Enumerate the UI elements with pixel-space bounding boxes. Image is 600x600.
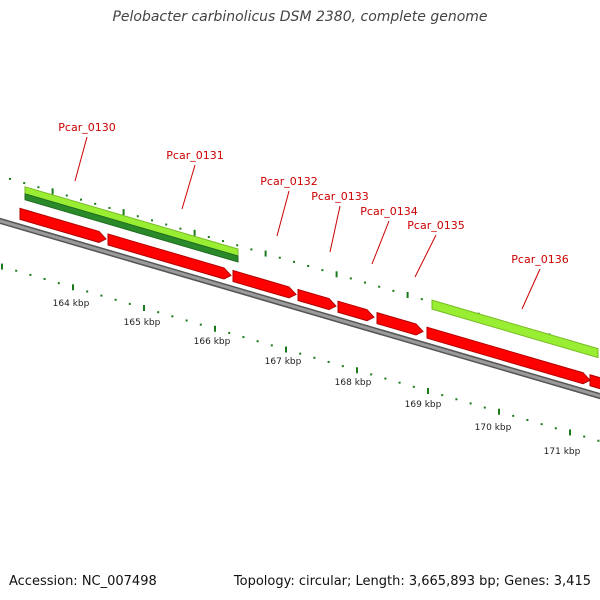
cds-arrow bbox=[589, 374, 600, 390]
gene-leader-line bbox=[276, 190, 290, 237]
gene-label: Pcar_0132 bbox=[260, 175, 317, 188]
cds-arrow bbox=[376, 311, 424, 336]
gene-leader-line bbox=[74, 136, 88, 182]
gene-feature-bar bbox=[431, 299, 599, 359]
scale-label: 171 kbp bbox=[544, 447, 581, 457]
gene-leader-line bbox=[521, 268, 541, 310]
map-title: Pelobacter carbinolicus DSM 2380, comple… bbox=[112, 9, 488, 25]
gene-label: Pcar_0130 bbox=[58, 121, 115, 134]
gene-leader-line bbox=[371, 220, 390, 265]
gene-leader-line bbox=[181, 164, 196, 210]
scale-label: 164 kbp bbox=[53, 299, 90, 309]
cds-arrow bbox=[297, 288, 337, 311]
scale-label: 167 kbp bbox=[265, 357, 302, 367]
cds-arrow bbox=[426, 326, 591, 385]
scale-label-layer: 164 kbp 165 kbp 166 kbp 167 kbp 168 kbp 169 k… bbox=[53, 299, 581, 457]
gene-feature-bar bbox=[24, 193, 239, 263]
scale-label: 168 kbp bbox=[335, 378, 372, 388]
scale-label: 165 kbp bbox=[124, 318, 161, 328]
gene-label: Pcar_0133 bbox=[311, 190, 368, 203]
cds-track bbox=[19, 207, 600, 390]
scale-label: 169 kbp bbox=[405, 400, 442, 410]
scale-label: 166 kbp bbox=[194, 337, 231, 347]
cds-arrow bbox=[232, 269, 297, 299]
gene-label: Pcar_0131 bbox=[166, 149, 223, 162]
scale-label: 170 kbp bbox=[475, 423, 512, 433]
cds-arrow bbox=[107, 233, 232, 280]
gene-label: Pcar_0134 bbox=[360, 205, 417, 218]
genome-backbone bbox=[0, 217, 600, 400]
gene-label-layer: Pcar_0130 Pcar_0131 Pcar_0132 Pcar_0133 Pcar… bbox=[58, 121, 569, 310]
cds-arrow bbox=[337, 300, 375, 322]
gene-leader-line bbox=[414, 234, 437, 278]
gene-leader-line bbox=[329, 205, 341, 253]
cds-arrow bbox=[19, 207, 107, 243]
lower-tick-track bbox=[1, 263, 600, 442]
gene-label: Pcar_0136 bbox=[511, 253, 568, 266]
accession-text: Accession: NC_007498 bbox=[9, 574, 157, 589]
genome-summary-text: Topology: circular; Length: 3,665,893 bp… bbox=[233, 574, 591, 589]
gene-label: Pcar_0135 bbox=[407, 219, 464, 232]
feature-track bbox=[24, 186, 599, 359]
